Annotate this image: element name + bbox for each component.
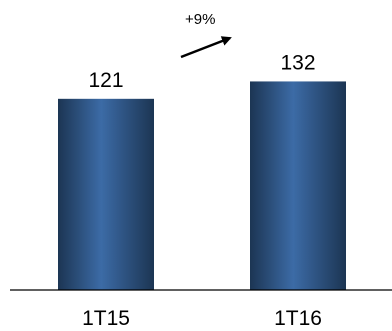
- labels-group: 121 1T15 132 1T16: [82, 51, 322, 330]
- data-label-1T16: 132: [280, 51, 315, 74]
- growth-annotation: +9%: [185, 11, 215, 28]
- x-tick-label-1T16: 1T16: [274, 307, 322, 330]
- data-label-1T15: 121: [88, 69, 123, 92]
- bar-1T15: [58, 98, 154, 290]
- bar-1T16: [250, 81, 346, 290]
- growth-arrow-icon: [180, 36, 232, 59]
- x-tick-label-1T15: 1T15: [82, 307, 130, 330]
- bars-group: [58, 81, 346, 290]
